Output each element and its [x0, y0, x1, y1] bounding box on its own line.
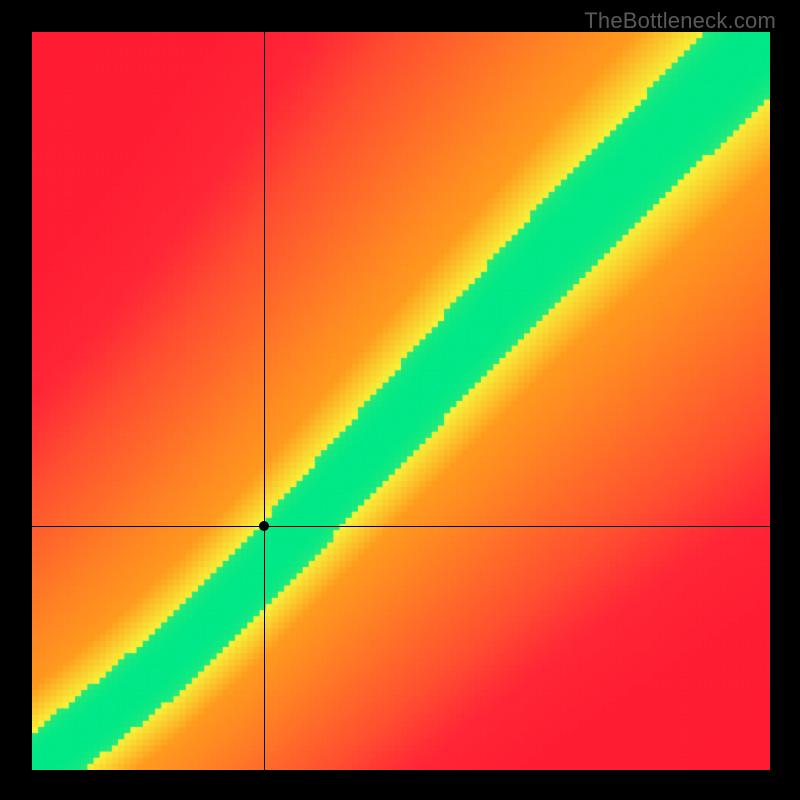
crosshair-horizontal [32, 526, 770, 527]
heatmap-canvas [32, 32, 770, 770]
plot-area [32, 32, 770, 770]
chart-frame: TheBottleneck.com [0, 0, 800, 800]
watermark-text: TheBottleneck.com [584, 8, 776, 34]
crosshair-vertical [264, 32, 265, 770]
crosshair-marker [259, 521, 269, 531]
